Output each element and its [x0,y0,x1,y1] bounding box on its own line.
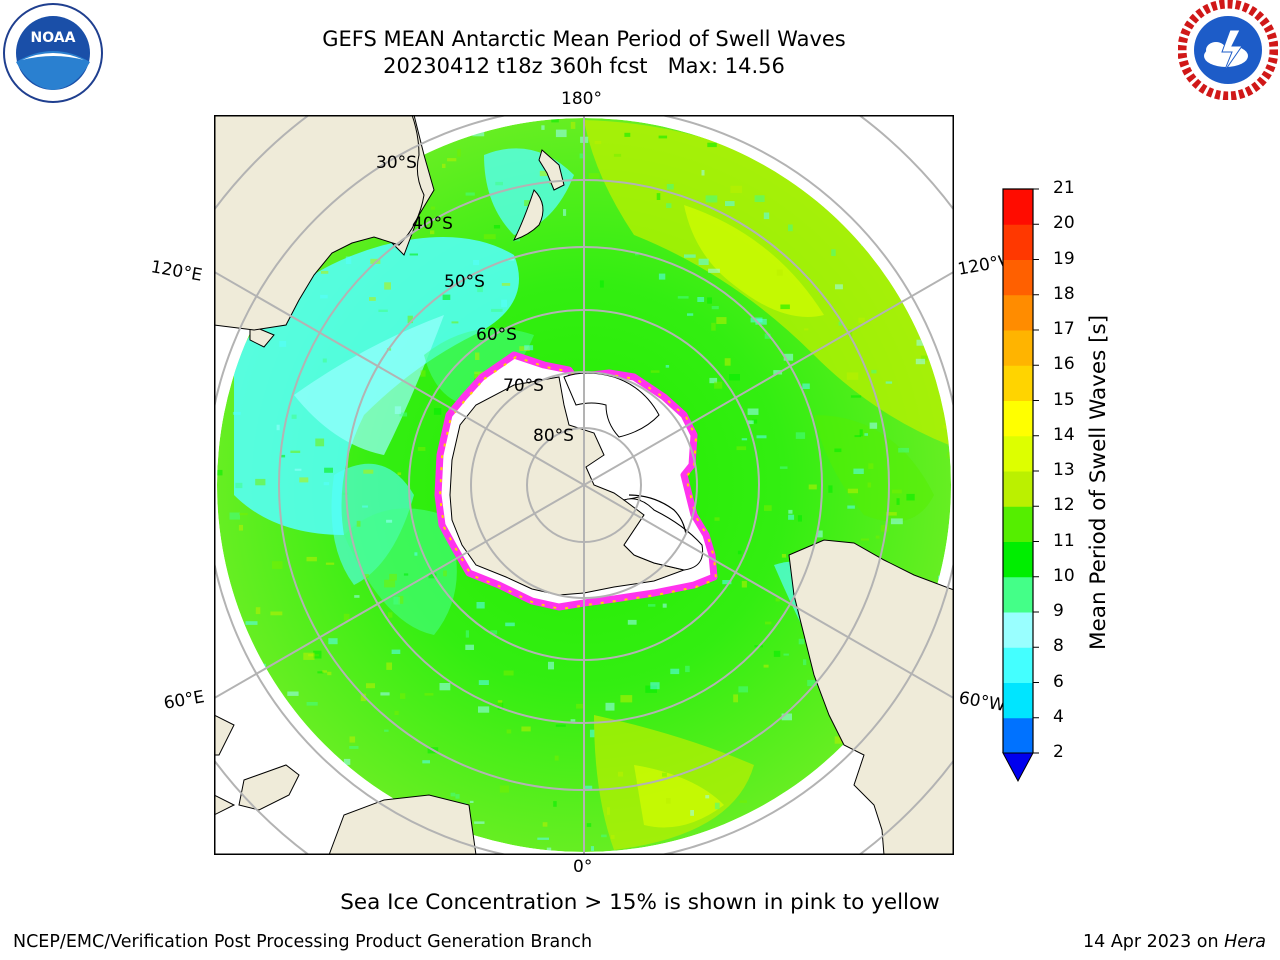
colorbar-tick-label: 2 [1053,742,1064,762]
lat-label-40s: 40°S [412,214,453,234]
colorbar-tick-label: 8 [1053,636,1064,657]
sea-ice-note: Sea Ice Concentration > 15% is shown in … [340,890,940,915]
colorbar-segment [1003,189,1033,225]
colorbar-segment [1003,506,1033,542]
colorbar-tick-label: 19 [1053,248,1075,269]
noaa-logo-text: NOAA [31,30,76,46]
run-host: Hera [1224,932,1266,952]
lat-label-60s: 60°S [476,325,517,345]
colorbar-tick-label: 20 [1053,213,1075,234]
chart-title: GEFS MEAN Antarctic Mean Period of Swell… [322,27,846,51]
colorbar-tick-label: 9 [1053,601,1064,621]
colorbar-label: Mean Period of Swell Waves [s] [1086,314,1111,650]
colorbar-segment [1003,330,1033,366]
noaa-logo: NOAA [2,2,104,104]
lat-label-70s: 70°S [503,376,544,396]
lon-label-60e: 60°E [162,687,206,714]
swell-period-field [217,118,951,852]
colorbar-segment [1003,294,1033,331]
colorbar-tick-label: 12 [1053,495,1075,516]
colorbar-segment [1003,682,1033,719]
map-frame [214,115,954,855]
colorbar-segment [1003,612,1033,648]
colorbar-tick-label: 14 [1053,424,1075,445]
colorbar-tick-label: 21 [1053,178,1075,198]
lon-label-0: 0° [573,857,593,877]
colorbar-tick-label: 4 [1053,706,1064,727]
chart-subtitle: 20230412 t18z 360h fcst Max: 14.56 [383,54,785,78]
colorbar-segment [1003,365,1033,401]
colorbar-segment [1003,259,1033,296]
producer-credit: NCEP/EMC/Verification Post Processing Pr… [13,932,593,952]
colorbar-segment [1003,647,1033,683]
lat-label-50s: 50°S [444,272,485,292]
run-date-text: 14 Apr 2023 on [1083,932,1225,952]
colorbar-segment [1003,471,1033,507]
run-date: 14 Apr 2023 on Hera [1083,932,1266,952]
colorbar-tick-label: 10 [1053,565,1075,586]
lon-label-120e: 120°E [149,257,204,286]
polar-map: 30°S 40°S 50°S 60°S 70°S 80°S [122,23,1046,947]
colorbar-segment [1003,400,1033,437]
nws-logo [1177,0,1279,101]
colorbar-tick-label: 15 [1053,389,1075,410]
colorbar-extend-arrow [1002,752,1034,783]
colorbar-segment [1003,576,1033,613]
colorbar-tick-label: 18 [1053,283,1075,304]
colorbar-segment [1003,717,1033,754]
colorbar-segment [1003,224,1033,260]
colorbar-segment [1003,435,1033,472]
colorbar-tick-label: 6 [1053,671,1064,692]
colorbar-segment [1003,541,1033,578]
lat-label-80s: 80°S [533,426,574,446]
colorbar-tick-label: 16 [1053,354,1075,375]
colorbar-tick-label: 17 [1053,319,1075,339]
colorbar-tick-label: 11 [1053,530,1075,551]
colorbar [994,180,1056,790]
lon-label-180: 180° [561,89,602,109]
colorbar-tick-label: 13 [1053,460,1075,480]
lat-label-30s: 30°S [376,153,417,173]
